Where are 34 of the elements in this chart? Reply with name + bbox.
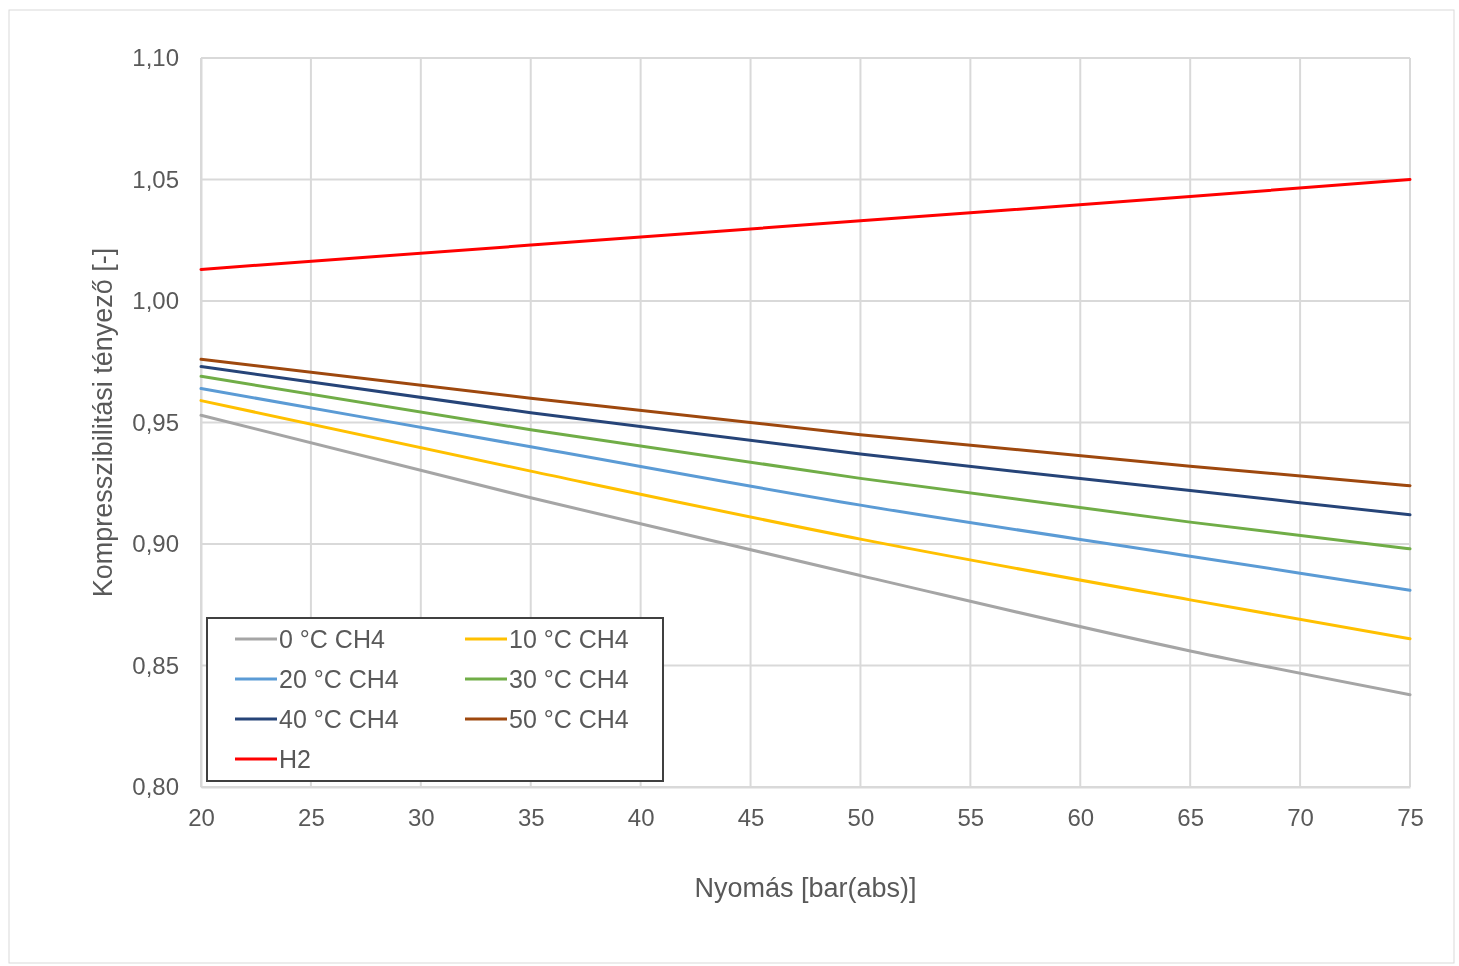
y-axis-title: Kompresszibilitási tényező [-] bbox=[88, 247, 118, 598]
x-tick-label: 70 bbox=[1287, 804, 1314, 832]
y-tick-label: 1,00 bbox=[132, 287, 179, 315]
x-tick-label: 45 bbox=[737, 804, 765, 832]
y-tick-label: 0,80 bbox=[132, 773, 179, 801]
line-series bbox=[199, 178, 1412, 271]
line-series bbox=[199, 365, 1412, 517]
line-series bbox=[199, 413, 1412, 697]
legend-label: 0 °C CH4 bbox=[279, 625, 385, 653]
y-tick-label: 0,90 bbox=[132, 530, 179, 558]
line-series bbox=[199, 386, 1412, 592]
legend-label: 30 °C CH4 bbox=[509, 665, 629, 693]
x-tick-label: 75 bbox=[1397, 804, 1424, 832]
x-tick-label: 40 bbox=[627, 804, 655, 832]
x-tick-label: 55 bbox=[957, 804, 985, 832]
y-tick-label: 0,95 bbox=[132, 408, 179, 436]
legend-label: 40 °C CH4 bbox=[279, 705, 399, 733]
line-series bbox=[199, 357, 1412, 488]
x-axis-title: Nyomás [bar(abs)] bbox=[694, 873, 917, 903]
x-tick-label: 60 bbox=[1067, 804, 1095, 832]
legend-label: 50 °C CH4 bbox=[509, 705, 629, 733]
x-tick-label: 30 bbox=[407, 804, 435, 832]
legend-label: H2 bbox=[279, 745, 311, 773]
x-tick-label: 65 bbox=[1177, 804, 1205, 832]
y-tick-label: 1,05 bbox=[132, 165, 179, 193]
legend-label: 10 °C CH4 bbox=[509, 625, 629, 653]
x-tick-label: 50 bbox=[847, 804, 875, 832]
y-tick-label: 1,10 bbox=[132, 44, 179, 72]
line-series bbox=[199, 374, 1412, 551]
x-tick-label: 35 bbox=[517, 804, 545, 832]
x-tick-label: 25 bbox=[298, 804, 325, 832]
legend-label: 20 °C CH4 bbox=[279, 665, 399, 693]
y-tick-label: 0,85 bbox=[132, 651, 179, 679]
x-tick-label: 20 bbox=[188, 804, 215, 832]
